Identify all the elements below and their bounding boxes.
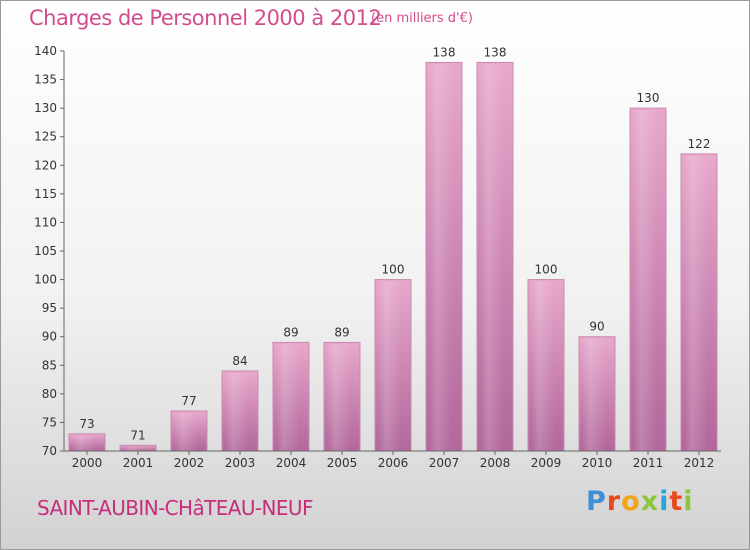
bar-value-label: 77 [181, 394, 196, 408]
x-tick-label: 2011 [633, 456, 664, 470]
bar-value-label: 122 [688, 137, 711, 151]
bar-value-label: 90 [589, 320, 604, 334]
bar-highlight [174, 413, 198, 451]
x-tick-label: 2007 [429, 456, 460, 470]
x-tick-label: 2002 [174, 456, 205, 470]
x-tick-label: 2009 [531, 456, 562, 470]
y-tick-label: 90 [42, 330, 57, 344]
bar-value-label: 130 [637, 91, 660, 105]
bar-highlight [72, 435, 96, 451]
x-tick-label: 2006 [378, 456, 409, 470]
y-tick-label: 125 [34, 130, 57, 144]
x-tick-label: 2004 [276, 456, 307, 470]
bar-value-label: 138 [484, 45, 507, 59]
chart-title: Charges de Personnel 2000 à 2012 [29, 6, 382, 30]
y-tick-label: 110 [34, 215, 57, 229]
y-tick-label: 140 [34, 44, 57, 58]
bar-highlight [225, 373, 249, 451]
chart-subtitle: (en milliers d'€) [371, 11, 473, 26]
logo-letter: i [683, 486, 694, 517]
bar-highlight [327, 344, 351, 451]
logo-letter: r [606, 486, 622, 517]
y-tick-label: 75 [42, 415, 57, 429]
y-tick-label: 85 [42, 358, 57, 372]
bar-highlight [633, 110, 657, 452]
y-tick-label: 80 [42, 387, 57, 401]
bar-value-label: 100 [535, 263, 558, 277]
axis-layer: 70 75 80 85 90 95 100 105 110 115 120 125 130 135 140 2… [34, 44, 721, 470]
bar-highlight [684, 155, 708, 451]
x-tick-label: 2001 [123, 456, 154, 470]
x-tick-label: 2005 [327, 456, 358, 470]
bar-value-label: 73 [79, 417, 94, 431]
bar-value-label: 100 [382, 263, 405, 277]
x-tick-label: 2008 [480, 456, 511, 470]
bar-highlight [582, 338, 606, 451]
bar-highlight [429, 64, 453, 451]
y-tick-label: 130 [34, 101, 57, 115]
y-tick-label: 100 [34, 273, 57, 287]
y-tick-label: 70 [42, 444, 57, 458]
bar-highlight [123, 447, 147, 451]
logo-letter: x [640, 486, 660, 517]
bar-value-label: 138 [433, 45, 456, 59]
y-tick-label: 120 [34, 158, 57, 172]
x-tick-label: 2010 [582, 456, 613, 470]
y-tick-label: 105 [34, 244, 57, 258]
logo-letter: o [621, 486, 641, 517]
y-tick-label: 115 [34, 187, 57, 201]
bars-layer: 73 71 77 84 89 89 100 138 138 100 90 130 122 [68, 45, 718, 452]
bar-highlight [378, 281, 402, 451]
y-tick-label: 95 [42, 301, 57, 315]
bar-value-label: 89 [334, 325, 349, 339]
x-tick-label: 2012 [684, 456, 715, 470]
municipality-name: SAINT-AUBIN-CHâTEAU-NEUF [37, 496, 313, 520]
logo-letter: P [586, 486, 607, 517]
bar-highlight [480, 64, 504, 451]
bar-value-label: 89 [283, 325, 298, 339]
proxiti-logo: Proxiti [586, 486, 694, 517]
x-tick-label: 2000 [72, 456, 103, 470]
bar-value-label: 84 [232, 354, 247, 368]
x-tick-label: 2003 [225, 456, 256, 470]
y-tick-label: 135 [34, 73, 57, 87]
bar-value-label: 71 [130, 428, 145, 442]
logo-letter: i [659, 486, 670, 517]
bar-highlight [531, 281, 555, 451]
logo-letter: t [669, 486, 684, 517]
bar-highlight [276, 344, 300, 451]
